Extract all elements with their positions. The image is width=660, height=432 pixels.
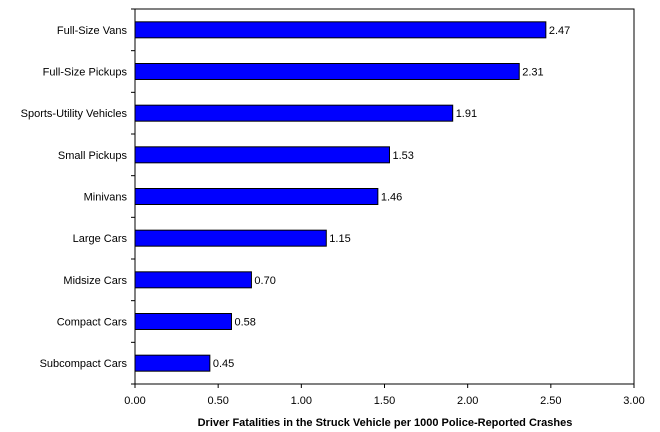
data-label: 1.15 — [329, 233, 350, 245]
bar — [134, 229, 327, 247]
data-label: 1.46 — [381, 192, 402, 204]
x-tick-label: 0.00 — [124, 395, 145, 407]
x-tick-label: 3.00 — [623, 395, 644, 407]
x-tick-label: 1.50 — [374, 395, 395, 407]
x-tick-label: 2.00 — [457, 395, 478, 407]
bars-layer — [134, 21, 547, 372]
category-label: Small Pickups — [58, 150, 128, 162]
data-label: 1.53 — [392, 150, 413, 162]
x-tick-label: 0.50 — [207, 395, 228, 407]
data-label: 1.91 — [456, 108, 477, 120]
category-label: Minivans — [84, 192, 128, 204]
data-label: 0.58 — [234, 317, 255, 329]
bar — [134, 354, 211, 372]
x-tick-label: 2.50 — [540, 395, 561, 407]
bar — [134, 188, 379, 205]
data-label: 2.47 — [549, 25, 570, 37]
bar — [134, 63, 520, 80]
labels-layer: 0.00 0.50 1.00 1.50 2.00 2.50 3.00 Full-Size Va… — [21, 25, 645, 407]
category-label: Sports-Utility Vehicles — [21, 108, 128, 120]
x-tick-label: 1.00 — [291, 395, 312, 407]
x-axis-title: Driver Fatalities in the Struck Vehicle … — [198, 417, 573, 429]
category-label: Subcompact Cars — [40, 358, 128, 370]
bar — [134, 21, 547, 39]
data-label: 2.31 — [522, 67, 543, 79]
category-label: Midsize Cars — [63, 275, 127, 287]
data-label: 0.70 — [254, 275, 275, 287]
category-label: Compact Cars — [57, 317, 128, 329]
data-label: 0.45 — [213, 358, 234, 370]
bar — [134, 146, 390, 164]
bar — [134, 271, 252, 289]
category-label: Full-Size Vans — [57, 25, 128, 37]
axis-layer — [131, 8, 635, 388]
bar — [134, 104, 454, 122]
category-label: Full-Size Pickups — [43, 67, 128, 79]
category-label: Large Cars — [73, 233, 128, 245]
bar — [134, 313, 232, 330]
